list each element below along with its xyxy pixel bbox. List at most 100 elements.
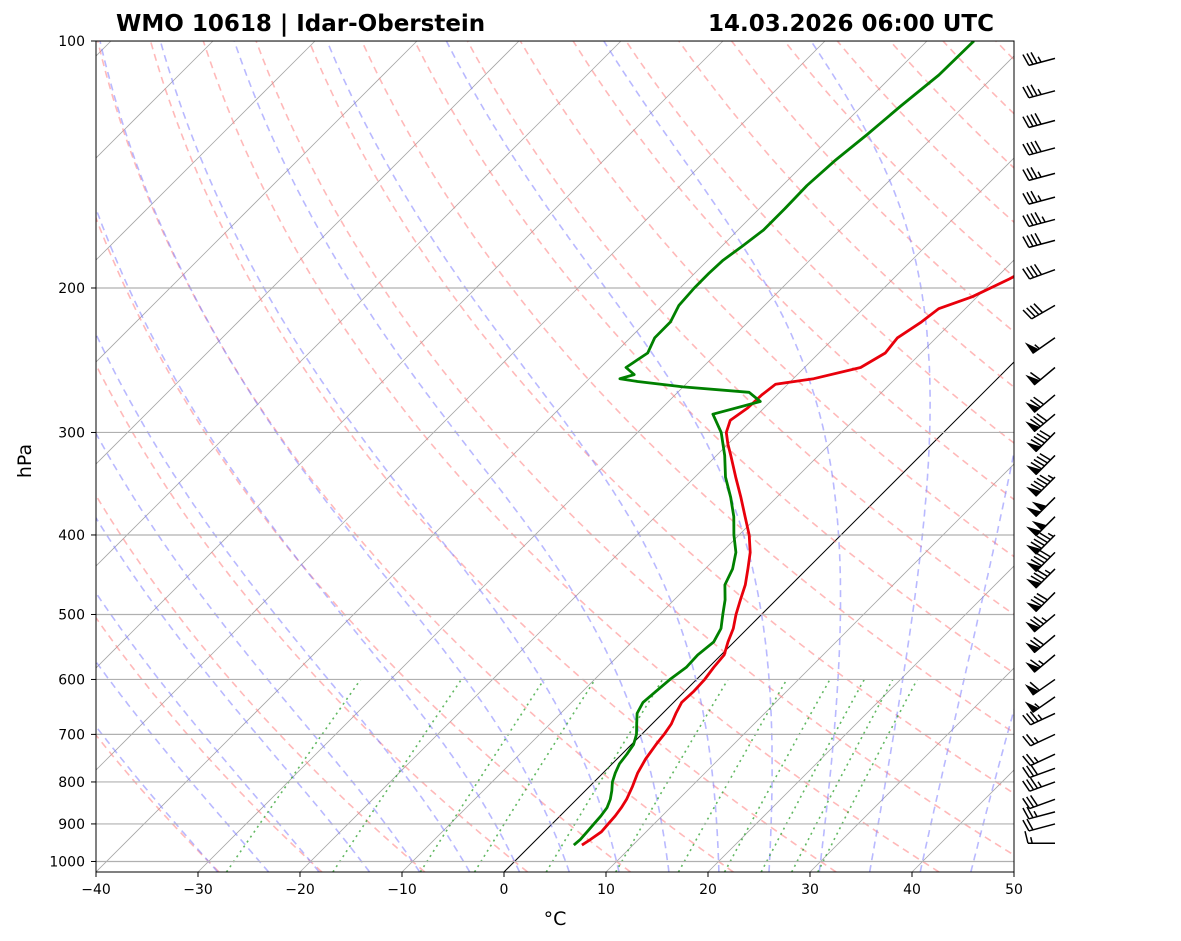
wind-barb [1022, 795, 1056, 810]
moist-adiabat-line [96, 725, 219, 872]
mixing-ratio-lines [225, 678, 918, 872]
y-axis: 1000 900 800 700 600 500 400 300 200 100 [49, 34, 96, 870]
x-tick-label: 20 [699, 882, 717, 898]
isotherm-line [197, 55, 1014, 872]
moist-adiabat-line [445, 41, 773, 872]
moist-adiabat-line [96, 516, 371, 872]
dry-adiabat-line [96, 494, 426, 872]
dry-adiabat-line [96, 215, 631, 872]
wind-barb [1022, 84, 1056, 99]
moist-adiabat-line [96, 660, 270, 872]
dry-adiabat-line [730, 41, 1014, 333]
wind-barb [1024, 831, 1055, 844]
dry-adiabat-line [202, 41, 940, 872]
y-axis-label: hPa [14, 444, 36, 478]
wind-barb [1022, 733, 1056, 747]
wind-barb [1026, 474, 1056, 497]
wind-barb [1025, 366, 1056, 386]
wind-barb [1022, 711, 1056, 726]
wind-barb [1026, 549, 1056, 573]
dry-adiabat-lines [96, 41, 1181, 872]
dry-adiabat-line [96, 616, 323, 872]
dry-adiabat-line [783, 41, 1014, 278]
dry-adiabat-line [678, 41, 1014, 389]
dry-adiabat-line [413, 41, 1014, 675]
wind-barb [1022, 52, 1056, 67]
wind-barb [1022, 211, 1056, 228]
wind-barb [1025, 613, 1056, 633]
isotherm-line [707, 565, 1014, 872]
dry-adiabat-line [572, 41, 1014, 501]
dry-adiabat-line [96, 363, 529, 872]
moist-adiabat-line [970, 707, 1014, 872]
x-tick-label: 10 [597, 882, 615, 898]
x-tick-label: 40 [903, 882, 921, 898]
dry-adiabat-line [149, 41, 837, 872]
x-tick-label: 30 [801, 882, 819, 898]
y-tick-label: 900 [58, 817, 85, 833]
wind-barb [1022, 806, 1056, 820]
mixing-ratio-line [817, 679, 918, 872]
wind-barb [1026, 568, 1056, 589]
sounding-series [572, 41, 1014, 847]
wind-barb [1025, 413, 1056, 433]
dry-adiabat-line [1049, 41, 1181, 872]
dry-adiabat-line [889, 41, 1014, 169]
moist-adiabat-line [96, 591, 320, 872]
y-tick-label: 300 [58, 425, 85, 441]
dry-adiabat-line [519, 41, 1014, 558]
dry-adiabat-line [308, 41, 1014, 795]
dry-adiabat-line [361, 41, 1014, 734]
series-temperature-line [581, 274, 1014, 847]
y-tick-label: 400 [58, 528, 85, 544]
wind-barb [1022, 777, 1056, 792]
x-axis: −40 −30 −20 −10 0 10 20 30 40 50 [81, 872, 1023, 898]
wind-barb [1024, 696, 1056, 713]
wind-barb [1022, 764, 1056, 779]
dry-adiabat-line [942, 41, 1014, 115]
isotherm-line [605, 463, 1014, 872]
dry-adiabat-line [836, 41, 1014, 224]
y-tick-label: 1000 [49, 854, 85, 870]
dry-adiabat-line [995, 41, 1014, 61]
isotherm-line [96, 41, 826, 771]
mixing-ratio-line [790, 679, 894, 872]
mixing-ratio-line [545, 678, 664, 872]
isotherm-line [299, 157, 1014, 872]
mixing-ratio-line [677, 679, 788, 872]
dry-adiabat-line [96, 41, 734, 872]
isotherm-line [96, 41, 928, 872]
mixing-ratio-line [332, 678, 463, 872]
chart-title-station: WMO 10618 | Idar-Oberstein [116, 11, 485, 37]
isotherm-line [96, 41, 724, 669]
moist-adiabat-line [233, 41, 670, 872]
pressure-gridlines [96, 41, 1014, 863]
x-tick-label: 50 [1005, 882, 1023, 898]
moist-adiabat-line [919, 448, 1014, 872]
wind-barb [1022, 190, 1056, 205]
series-dewpoint-line [572, 41, 975, 847]
wind-barb [1026, 532, 1056, 555]
isotherm-line [96, 41, 316, 261]
y-tick-label: 700 [58, 727, 85, 743]
wind-barb [1022, 167, 1056, 182]
moist-adiabat-line [326, 41, 720, 872]
x-tick-label: 0 [500, 882, 509, 898]
wind-barb [1026, 452, 1056, 476]
dry-adiabat-line [466, 41, 1014, 616]
wind-barb [1024, 337, 1056, 354]
moist-adiabat-line [159, 41, 620, 872]
isotherm-line [96, 41, 418, 363]
wind-barb [1026, 516, 1056, 537]
wind-barb [1022, 303, 1056, 320]
isotherm-line [96, 41, 520, 465]
mixing-ratio-line [225, 678, 362, 872]
mixing-ratio-line [473, 678, 596, 872]
y-tick-label: 200 [58, 281, 85, 297]
wind-barb [1025, 634, 1056, 654]
chart-title-time: 14.03.2026 06:00 UTC [708, 11, 994, 37]
y-tick-label: 800 [58, 775, 85, 791]
wind-barb [1022, 232, 1056, 249]
wind-barb [1024, 678, 1056, 696]
